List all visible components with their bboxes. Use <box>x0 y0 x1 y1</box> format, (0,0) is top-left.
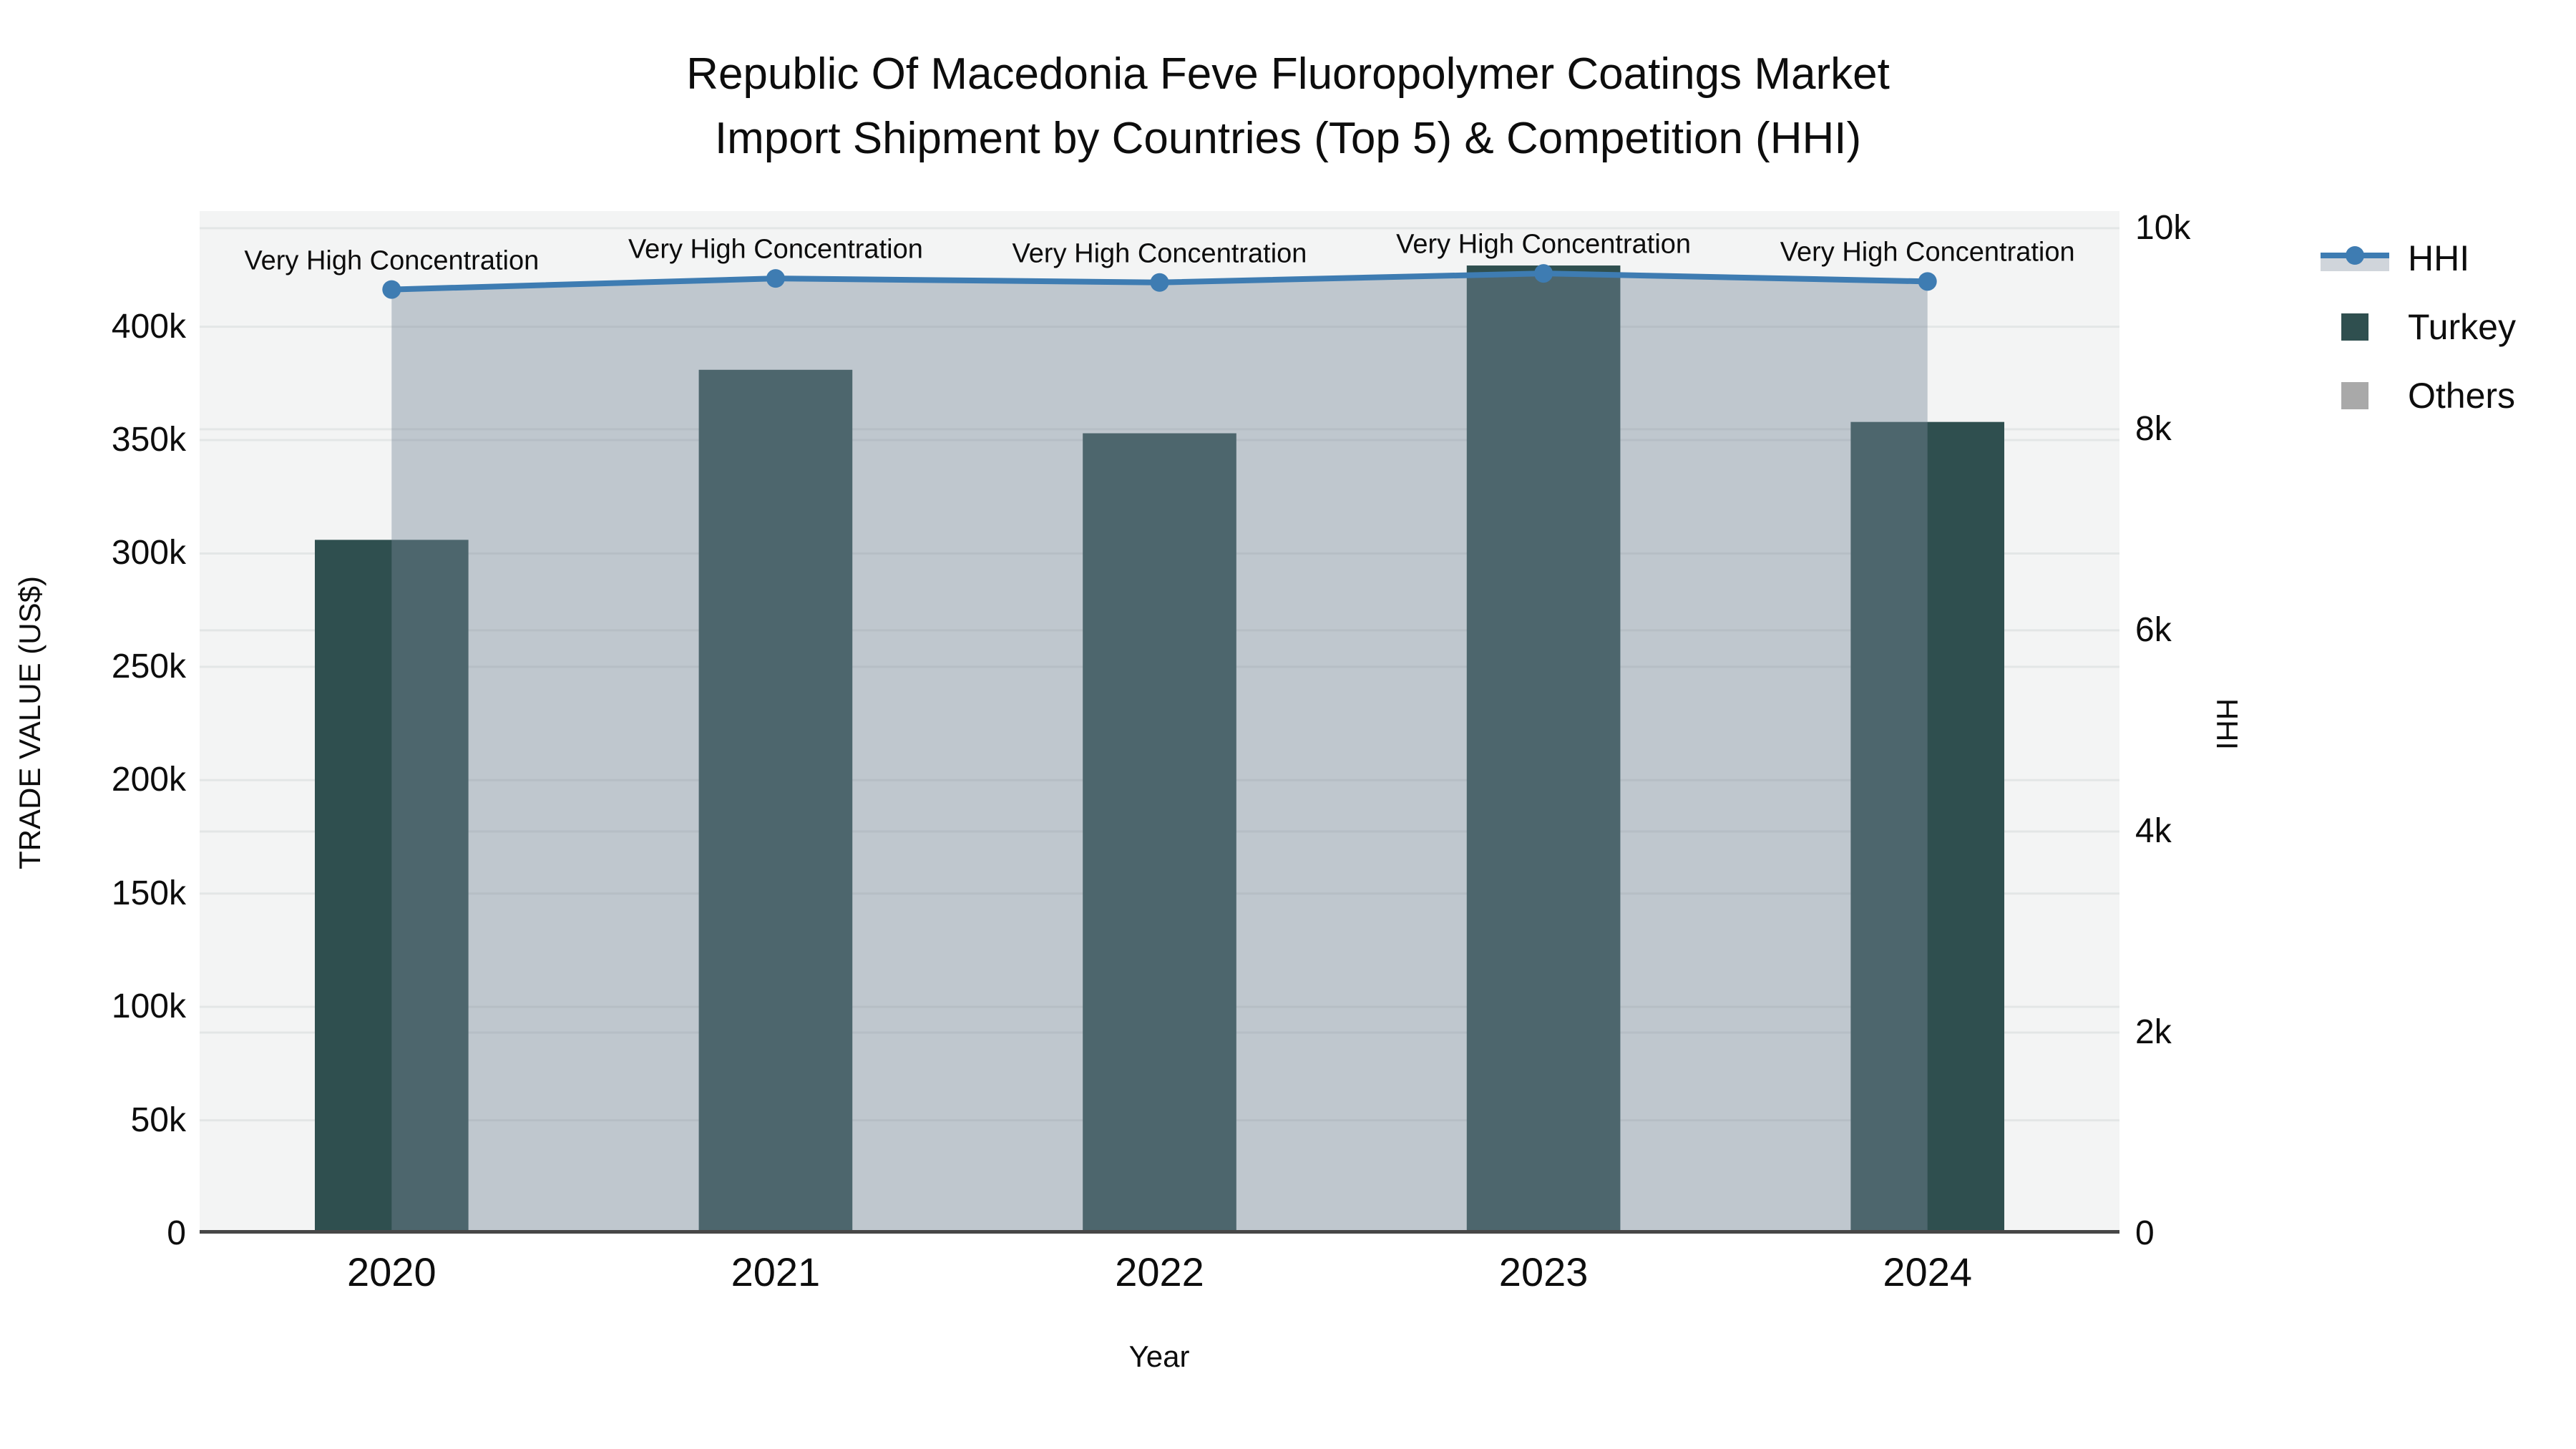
legend-label-hhi: HHI <box>2408 238 2470 278</box>
left-tick-400k: 400k <box>111 307 186 346</box>
hhi-line-swatch-icon <box>2321 245 2389 271</box>
hhi-marker-2021[interactable] <box>766 269 785 288</box>
x-tick-2023: 2023 <box>1498 1249 1589 1294</box>
right-tick-2k: 2k <box>2135 1013 2172 1051</box>
x-tick-2024: 2024 <box>1883 1249 1972 1294</box>
chart-title-line2: Import Shipment by Countries (Top 5) & C… <box>714 114 1862 163</box>
chart-title-line1: Republic Of Macedonia Feve Fluoropolymer… <box>686 49 1890 99</box>
legend: HHI Turkey Others <box>2321 238 2516 416</box>
plot-area[interactable] <box>200 211 2119 1234</box>
legend-item-others[interactable]: Others <box>2321 375 2516 416</box>
left-tick-200k: 200k <box>111 761 186 799</box>
x-tick-2021: 2021 <box>731 1249 821 1294</box>
hhi-marker-2022[interactable] <box>1150 273 1169 292</box>
legend-item-turkey[interactable]: Turkey <box>2321 306 2516 348</box>
right-tick-8k: 8k <box>2135 409 2172 448</box>
annotation-2023: Very High Concentration <box>1396 229 1692 260</box>
right-tick-0: 0 <box>2135 1214 2155 1252</box>
hhi-marker-2020[interactable] <box>382 280 401 299</box>
right-tick-6k: 6k <box>2135 610 2172 649</box>
hhi-marker-2023[interactable] <box>1534 264 1553 283</box>
left-axis-title: TRADE VALUE (US$) <box>13 576 47 869</box>
bar-turkey-2023[interactable] <box>1466 265 1621 1234</box>
left-tick-0: 0 <box>167 1214 186 1252</box>
x-tick-2020: 2020 <box>347 1249 436 1294</box>
hhi-marker-2024[interactable] <box>1918 272 1937 291</box>
right-tick-10k: 10k <box>2135 208 2191 247</box>
hhi-area-fill <box>391 273 1928 1234</box>
left-tick-100k: 100k <box>111 987 186 1026</box>
annotation-2021: Very High Concentration <box>628 234 923 265</box>
annotation-2024: Very High Concentration <box>1780 237 2075 268</box>
bar-turkey-2020[interactable] <box>314 540 469 1234</box>
right-tick-4k: 4k <box>2135 811 2172 850</box>
legend-label-turkey: Turkey <box>2408 307 2516 347</box>
left-tick-350k: 350k <box>111 421 186 459</box>
x-axis-title: Year <box>1128 1340 1190 1373</box>
bar-turkey-2021[interactable] <box>698 369 853 1234</box>
turkey-swatch-icon <box>2321 313 2389 341</box>
legend-label-others: Others <box>2408 376 2516 416</box>
bar-turkey-2022[interactable] <box>1083 433 1236 1234</box>
annotation-2022: Very High Concentration <box>1012 238 1307 269</box>
left-tick-150k: 150k <box>111 874 186 912</box>
right-axis-title: HHI <box>2210 698 2244 751</box>
x-tick-2022: 2022 <box>1115 1249 1204 1294</box>
annotation-2020: Very High Concentration <box>244 245 540 276</box>
others-swatch-icon <box>2321 382 2389 409</box>
legend-item-hhi[interactable]: HHI <box>2321 238 2516 279</box>
left-tick-250k: 250k <box>111 647 186 686</box>
left-tick-50k: 50k <box>130 1101 186 1139</box>
bar-turkey-2024[interactable] <box>1850 421 2005 1234</box>
left-tick-300k: 300k <box>111 534 186 572</box>
